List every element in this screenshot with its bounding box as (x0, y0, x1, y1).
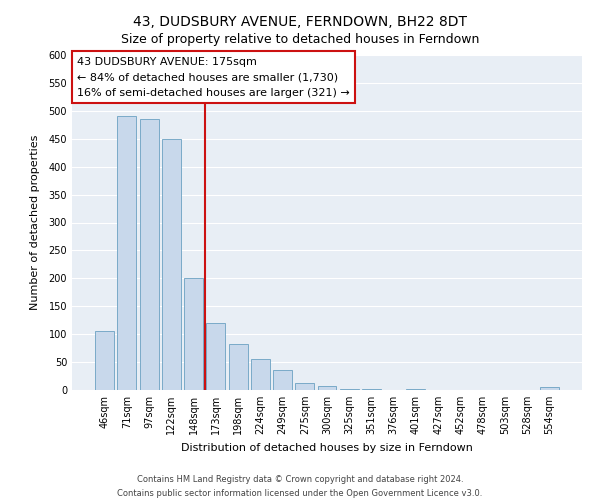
Bar (140, 119, 158, 390)
Bar (340, 389, 359, 390)
Bar (95, 332, 114, 390)
X-axis label: Distribution of detached houses by size in Ferndown: Distribution of detached houses by size … (181, 442, 473, 452)
Bar (295, 382, 314, 390)
Bar (273, 370, 292, 390)
Bar (229, 344, 248, 390)
Bar (184, 278, 203, 390)
Text: 43 DUDSBURY AVENUE: 175sqm
← 84% of detached houses are smaller (1,730)
16% of s: 43 DUDSBURY AVENUE: 175sqm ← 84% of deta… (77, 56, 350, 98)
Text: 43, DUDSBURY AVENUE, FERNDOWN, BH22 8DT: 43, DUDSBURY AVENUE, FERNDOWN, BH22 8DT (133, 15, 467, 29)
Text: Size of property relative to detached houses in Ferndown: Size of property relative to detached ho… (121, 32, 479, 46)
Bar (317, 386, 337, 390)
Text: Contains HM Land Registry data © Crown copyright and database right 2024.
Contai: Contains HM Land Registry data © Crown c… (118, 476, 482, 498)
Bar (118, 116, 136, 390)
Bar (540, 387, 559, 390)
Bar (162, 138, 181, 390)
Bar (251, 360, 270, 390)
Bar (206, 323, 225, 390)
Y-axis label: Number of detached properties: Number of detached properties (30, 135, 40, 310)
